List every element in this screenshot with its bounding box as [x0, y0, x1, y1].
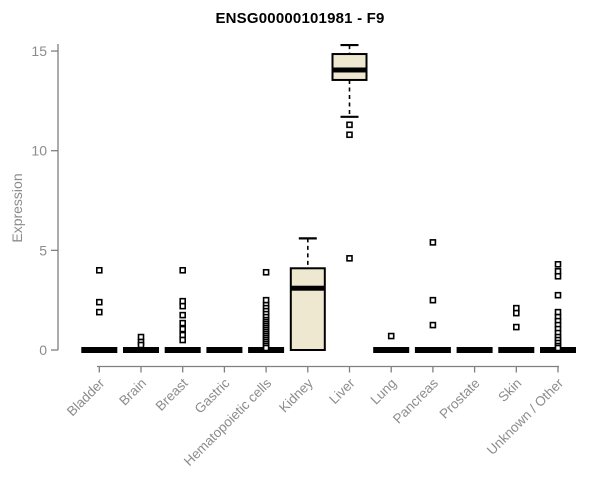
x-tick-label: Brain — [116, 376, 149, 409]
median-line — [290, 285, 325, 291]
outlier-point — [346, 255, 353, 262]
collapsed-box-Brain — [123, 347, 159, 353]
outlier-point — [346, 131, 353, 139]
y-tick-label: 0 — [39, 342, 47, 358]
outlier-point — [554, 291, 562, 299]
x-tick-label: Skin — [495, 376, 524, 405]
outlier-point — [179, 336, 186, 344]
x-tick-label: Bladder — [64, 375, 108, 419]
collapsed-box-Prostate — [456, 347, 493, 353]
outlier-point — [137, 341, 145, 349]
outlier-point — [387, 332, 395, 340]
collapsed-box-Skin — [498, 347, 535, 353]
x-tick-label: Liver — [326, 375, 358, 407]
collapsed-box-Pancreas — [414, 347, 451, 353]
outlier-point — [179, 319, 186, 327]
outlier-point — [512, 309, 520, 317]
outlier-point — [512, 323, 520, 331]
outlier-point — [179, 266, 186, 274]
outlier-point — [262, 344, 270, 352]
outlier-point — [429, 296, 437, 304]
y-tick-label: 5 — [39, 242, 47, 258]
x-tick-label: Pancreas — [390, 375, 441, 426]
outlier-point — [554, 261, 562, 268]
median-line — [332, 67, 367, 73]
x-tick-label: Unknown / Other — [484, 375, 567, 458]
y-tick-label: 10 — [31, 143, 47, 159]
x-tick-label: Kidney — [276, 375, 316, 415]
outlier-point — [179, 325, 186, 333]
collapsed-box-Bladder — [81, 347, 118, 353]
outlier-point — [96, 266, 103, 274]
collapsed-box-Breast — [164, 347, 201, 353]
x-tick-label: Breast — [153, 375, 191, 413]
collapsed-box-Gastric — [206, 347, 243, 353]
outlier-point — [346, 121, 353, 129]
outlier-point — [96, 298, 103, 306]
outlier-point — [429, 321, 437, 329]
box-Kidney — [289, 267, 326, 351]
y-tick-label: 15 — [31, 43, 47, 59]
outlier-point — [554, 272, 562, 280]
outlier-point — [262, 268, 270, 276]
x-tick-label: Gastric — [192, 375, 233, 416]
box-Liver — [331, 53, 368, 81]
chart-title: ENSG00000101981 - F9 — [215, 10, 385, 27]
outlier-point — [179, 311, 186, 319]
x-tick-label: Lung — [367, 376, 399, 408]
outlier-point — [554, 344, 562, 352]
outlier-point — [429, 239, 437, 246]
collapsed-box-Lung — [373, 347, 410, 353]
outlier-point — [96, 308, 103, 316]
x-tick-label: Prostate — [437, 376, 483, 422]
outlier-point — [179, 302, 186, 310]
